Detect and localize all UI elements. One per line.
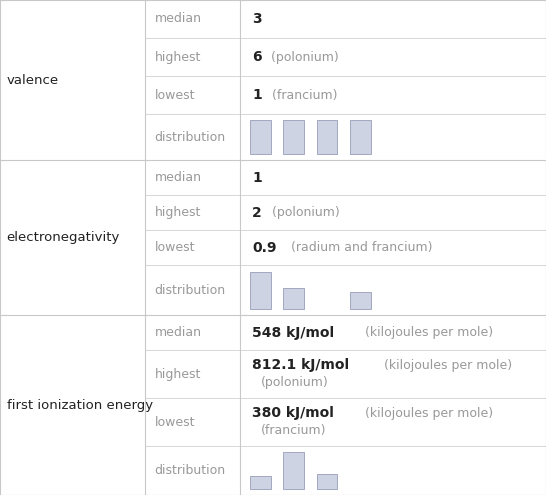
Text: first ionization energy: first ionization energy <box>7 398 153 411</box>
Text: distribution: distribution <box>155 131 225 144</box>
Text: (polonium): (polonium) <box>268 206 339 219</box>
Text: highest: highest <box>155 50 201 63</box>
Text: highest: highest <box>155 367 201 381</box>
Text: electronegativity: electronegativity <box>7 231 120 244</box>
Bar <box>283 120 304 154</box>
Bar <box>283 289 304 309</box>
Text: 812.1 kJ/mol: 812.1 kJ/mol <box>252 358 349 372</box>
Text: (francium): (francium) <box>268 89 337 101</box>
Text: 6: 6 <box>252 50 262 64</box>
Text: 1: 1 <box>252 88 262 102</box>
Text: (radium and francium): (radium and francium) <box>287 241 432 254</box>
Bar <box>317 474 337 489</box>
Bar <box>250 476 271 489</box>
Text: 3: 3 <box>252 12 262 26</box>
Text: 380 kJ/mol: 380 kJ/mol <box>252 406 334 420</box>
Bar <box>250 120 271 154</box>
Text: (kilojoules per mole): (kilojoules per mole) <box>361 326 493 339</box>
Bar <box>250 271 271 309</box>
Text: median: median <box>155 171 201 184</box>
Text: (kilojoules per mole): (kilojoules per mole) <box>360 407 492 420</box>
Text: lowest: lowest <box>155 241 195 254</box>
Text: (kilojoules per mole): (kilojoules per mole) <box>381 359 513 372</box>
Text: valence: valence <box>7 73 58 87</box>
Bar <box>350 292 371 309</box>
Text: lowest: lowest <box>155 89 195 101</box>
Text: median: median <box>155 326 201 339</box>
Text: 1: 1 <box>252 170 262 185</box>
Text: (polonium): (polonium) <box>260 376 328 389</box>
Text: distribution: distribution <box>155 464 225 477</box>
Text: (polonium): (polonium) <box>268 50 339 63</box>
Text: median: median <box>155 12 201 26</box>
Bar <box>283 452 304 489</box>
Text: distribution: distribution <box>155 284 225 297</box>
Text: (francium): (francium) <box>260 424 326 437</box>
Text: highest: highest <box>155 206 201 219</box>
Bar <box>317 120 337 154</box>
Bar <box>350 120 371 154</box>
Text: 0.9: 0.9 <box>252 241 277 254</box>
Text: lowest: lowest <box>155 415 195 429</box>
Text: 2: 2 <box>252 205 262 219</box>
Text: 548 kJ/mol: 548 kJ/mol <box>252 326 334 340</box>
